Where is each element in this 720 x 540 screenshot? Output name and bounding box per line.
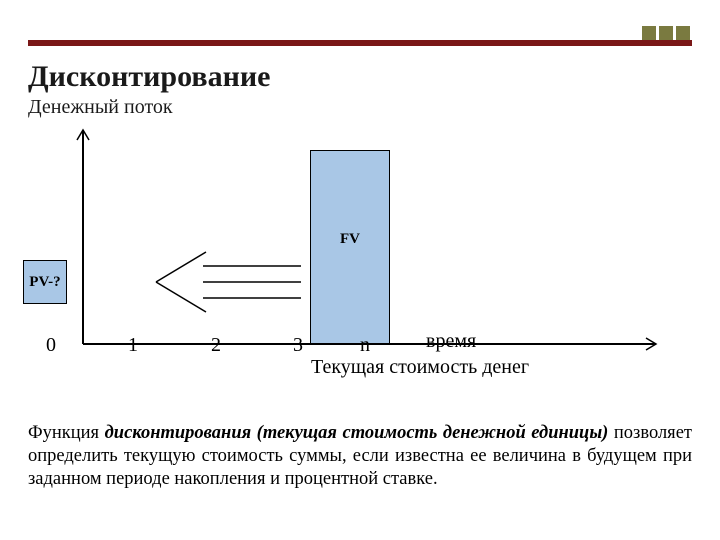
discount-arrow-icon — [28, 130, 668, 390]
body-pre: Функция — [28, 423, 105, 443]
slide: Дисконтирование Денежный поток PV-? FV 0… — [0, 0, 720, 540]
body-bold: дисконтирования (текущая стоимость денеж… — [105, 423, 609, 443]
x-axis-caption: время — [426, 330, 476, 353]
decor-square — [676, 26, 690, 40]
tick-0: 0 — [46, 334, 56, 357]
explanation-paragraph: Функция дисконтирования (текущая стоимос… — [28, 422, 692, 491]
tick-n: n — [360, 334, 370, 357]
decor-square — [659, 26, 673, 40]
cashflow-diagram: PV-? FV 0 1 2 3 n время Текущая стоимост… — [28, 130, 668, 390]
tick-1: 1 — [128, 334, 138, 357]
title-border — [28, 40, 692, 46]
decor-square — [642, 26, 656, 40]
tick-2: 2 — [211, 334, 221, 357]
page-subtitle: Денежный поток — [28, 96, 692, 119]
tick-3: 3 — [293, 334, 303, 357]
chart-subcaption: Текущая стоимость денег — [311, 356, 529, 379]
page-title: Дисконтирование — [28, 60, 692, 94]
